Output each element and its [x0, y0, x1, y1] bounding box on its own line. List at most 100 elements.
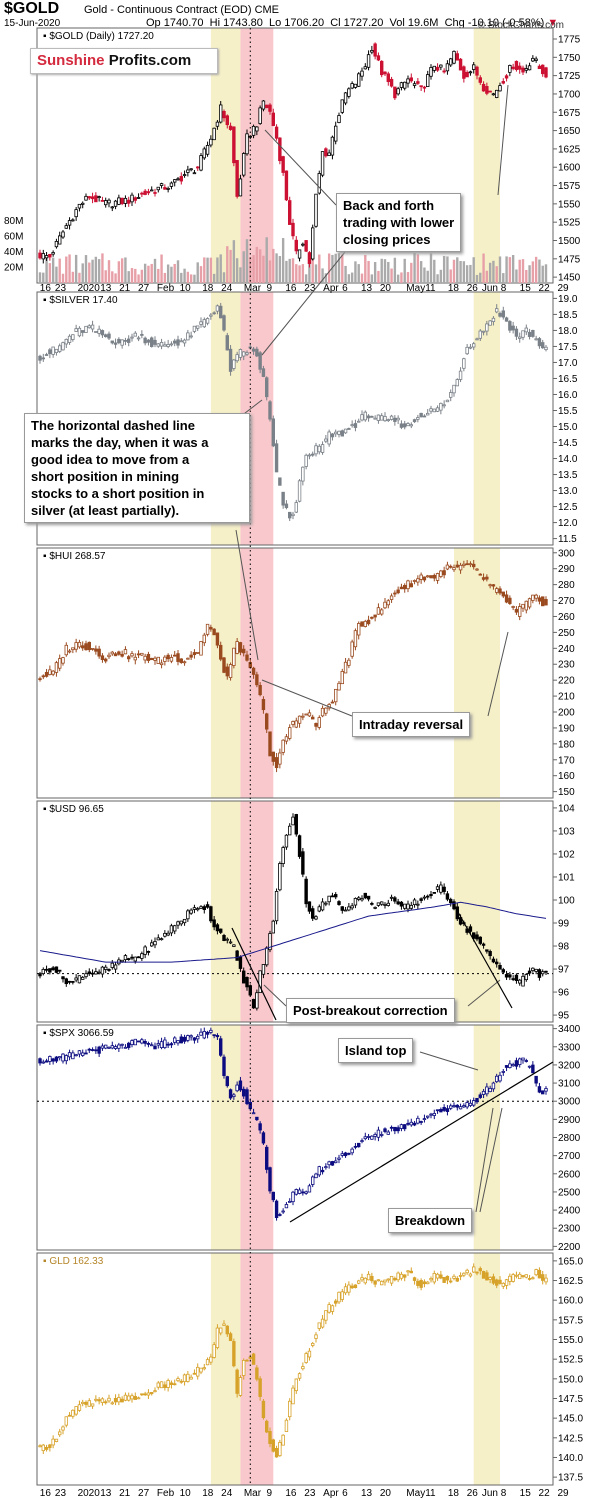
- candle-body: [343, 1286, 348, 1294]
- candle-body: [77, 327, 82, 337]
- volume-bar: [439, 269, 443, 283]
- candle-body: [347, 906, 351, 911]
- volume-bar: [528, 265, 531, 283]
- volume-bar: [97, 259, 101, 283]
- y-tick-label: 1750: [558, 53, 581, 64]
- candle-body: [478, 330, 482, 339]
- candle-body: [370, 50, 374, 53]
- candle-body: [317, 717, 321, 728]
- candle-body: [248, 1101, 252, 1110]
- volume-bar: [308, 261, 311, 283]
- candle-body: [150, 337, 154, 347]
- candle-body: [527, 1278, 532, 1280]
- candle-body: [449, 1105, 453, 1109]
- candle-body: [330, 1305, 335, 1312]
- x-axis-label: 6: [342, 1488, 348, 1499]
- candle-body: [475, 1271, 479, 1274]
- candle-body: [327, 895, 331, 903]
- candle-body: [255, 126, 259, 132]
- x-axis-label: Mar: [244, 1488, 262, 1499]
- candle-body: [288, 1400, 292, 1418]
- candle-body: [54, 1056, 59, 1062]
- candle-body: [192, 172, 197, 175]
- candle-body: [127, 656, 131, 660]
- y-tick-label: 18.0: [558, 326, 578, 337]
- volume-bar: [508, 257, 512, 283]
- candle-body: [343, 909, 348, 912]
- candle-body: [521, 1057, 525, 1061]
- candle-body: [445, 63, 450, 72]
- candle-body: [163, 656, 167, 662]
- volume-bar: [61, 273, 65, 283]
- candle-body: [432, 892, 436, 894]
- annotation-post-breakout: Post-breakout correction: [286, 998, 455, 1023]
- candle-body: [255, 1367, 259, 1380]
- candle-body: [94, 971, 98, 975]
- candle-body: [419, 574, 423, 580]
- candle-body: [271, 112, 275, 126]
- candle-body: [278, 752, 282, 765]
- y-tick-label: 3300: [558, 1042, 581, 1053]
- candle-body: [406, 580, 410, 590]
- candle-body: [376, 607, 381, 615]
- volume-bar: [153, 258, 157, 283]
- volume-bar: [383, 259, 387, 283]
- candle-body: [61, 1426, 65, 1431]
- candle-body: [353, 83, 358, 88]
- candle-body: [311, 716, 315, 720]
- candle-body: [439, 570, 443, 577]
- candle-body: [491, 317, 496, 322]
- x-axis-label: 6: [342, 283, 348, 294]
- candle-body: [442, 1107, 446, 1111]
- volume-bar: [347, 274, 351, 283]
- annotation-intraday-reversal: Intraday reversal: [352, 712, 471, 737]
- candle-body: [481, 330, 486, 333]
- candle-body: [472, 932, 476, 939]
- candle-body: [274, 1200, 279, 1219]
- candle-body: [376, 1279, 381, 1282]
- candle-body: [258, 970, 262, 994]
- volume-bar: [68, 254, 71, 283]
- x-axis-label: Mar: [244, 283, 262, 294]
- band-yellow-jun: [473, 28, 500, 283]
- candle-body: [521, 67, 525, 73]
- series-legend: ▪ $SILVER 17.40: [43, 295, 118, 306]
- candle-body: [472, 1266, 476, 1273]
- candle-body: [458, 1275, 463, 1277]
- candle-body: [225, 1076, 229, 1087]
- volume-bar: [235, 258, 239, 283]
- candle-body: [294, 1189, 298, 1195]
- candle-body: [117, 1044, 121, 1049]
- candle-body: [268, 104, 272, 112]
- candle-body: [258, 352, 262, 370]
- candle-body: [531, 594, 535, 601]
- candle-body: [393, 86, 397, 99]
- y-tick-label: 260: [558, 612, 575, 623]
- candle-body: [166, 1380, 170, 1388]
- y-tick-label: 1500: [558, 236, 581, 247]
- candle-body: [481, 1090, 486, 1095]
- candle-body: [215, 924, 220, 932]
- candle-body: [297, 480, 302, 502]
- x-axis-label: 23: [304, 283, 316, 294]
- candle-body: [61, 342, 65, 351]
- y-tick-label: 160.0: [558, 1296, 583, 1307]
- candle-body: [61, 231, 65, 238]
- candle-body: [504, 317, 509, 322]
- volume-bar: [163, 272, 167, 283]
- candle-body: [399, 1124, 404, 1129]
- candle-body: [238, 956, 243, 969]
- candle-body: [202, 634, 206, 644]
- candle-body: [340, 671, 344, 685]
- candle-body: [406, 1122, 410, 1125]
- symbol-title: $GOLD: [4, 0, 60, 17]
- candle-body: [130, 336, 134, 339]
- y-tick-label: 220: [558, 676, 575, 687]
- volume-bar: [390, 268, 393, 283]
- candle-body: [360, 621, 364, 627]
- candle-body: [120, 1398, 124, 1403]
- y-tick-label: 1675: [558, 108, 581, 119]
- candle-body: [58, 1056, 62, 1059]
- series-legend: ▪ $HUI 268.57: [43, 551, 106, 562]
- candle-body: [219, 644, 223, 660]
